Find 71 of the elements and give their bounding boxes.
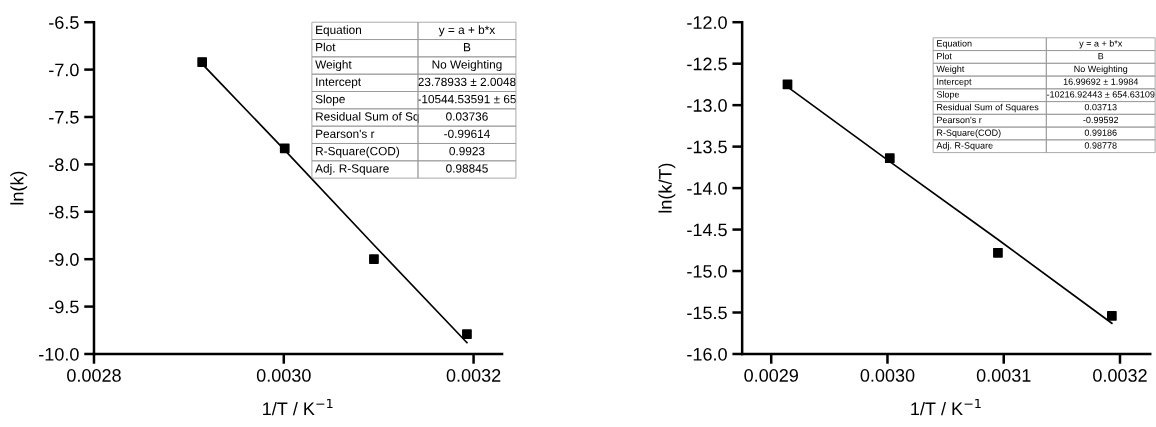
y-tick-label: -7.5 [49,111,79,124]
point [197,57,208,67]
annotation: Plot [937,52,952,60]
annotation: -10216.92443 ± 654.63109 [1046,91,1155,98]
annotation: R-Square(COD) [316,146,400,158]
annotation: Pearson's r [316,129,375,138]
y-tick-label: -8.0 [49,158,79,172]
y-tick-label: -13.5 [687,140,727,154]
annotation: Weight [315,60,352,72]
annotation: No Weighting [432,60,502,72]
annotation: Equation [316,25,361,37]
annotation: B [463,43,471,52]
annotation: Pearson's r [937,116,982,124]
annotation: -10544.53591 ± 65 [417,94,516,104]
annotation: 0.03736 [446,112,488,121]
x-tick-label: 0.0030 [860,369,915,382]
y-tick-label: -13.0 [687,99,727,112]
point [1106,310,1117,321]
point [369,254,379,265]
y-tick-label: -7.0 [49,63,79,77]
x-tick-label: 0.0028 [67,369,121,382]
y-tick-label: -6.5 [49,16,79,29]
y-axis-title: ln(k) [10,171,28,205]
point [993,247,1003,258]
annotation: 0.98778 [1084,142,1117,149]
annotation: 0.98845 [446,164,488,173]
annotation: 0.99186 [1084,129,1117,136]
y-tick-label: -15.0 [687,264,727,278]
y-tick-label: -9.0 [49,253,79,266]
x-tick-label: 0.0032 [1093,369,1147,382]
annotation: Residual Sum of Sq [316,112,419,123]
y-tick-label: -14.0 [687,182,727,195]
annotation: Adj. R-Square [936,142,993,151]
point [462,329,472,339]
annotation: R-Square(COD) [937,129,1001,138]
annotation: No Weighting [1074,65,1128,74]
annotation: Slope [936,90,960,100]
x-axis-title: 1/T / K$^{−1}$ [263,398,333,416]
annotation: 0.03713 [1084,103,1117,111]
x-tick-label: 0.0030 [256,369,311,382]
y-tick-label: -10.0 [39,347,79,361]
annotation: Equation [937,39,972,49]
annotation: Weight [936,65,965,74]
annotation: Slope [315,94,345,106]
x-tick-label: 0.0032 [446,369,501,382]
y-tick-label: -8.5 [49,205,79,219]
y-tick-label: -14.5 [687,223,727,237]
x-axis-title: 1/T / K$^{−1}$ [911,398,981,416]
y-tick-label: -15.5 [687,306,727,320]
annotation: -0.99592 [1083,116,1119,124]
annotation: 0.9923 [449,146,485,156]
y-tick-label: -12.0 [687,16,727,29]
annotation: Plot [316,42,336,52]
annotation: Residual Sum of Squares [937,103,1039,113]
y-tick-label: -12.5 [687,57,727,71]
annotation: -0.99614 [444,129,490,138]
annotation: 23.78933 ± 2.0048 [418,77,516,87]
y-axis-title: ln(k/T) [658,163,676,213]
annotation: Intercept [937,78,972,87]
annotation: Intercept [316,77,362,89]
annotation: B [1098,53,1104,60]
annotation: Adj. R-Square [315,163,389,175]
y-tick-label: -9.5 [49,300,79,314]
annotation: y = a + b*x [438,25,496,37]
point [884,153,895,164]
x-tick-label: 0.0031 [976,369,1031,382]
annotation: 16.99692 ± 1.9984 [1063,78,1139,85]
x-tick-label: 0.0029 [744,369,798,382]
point [279,143,290,154]
y-tick-label: -16.0 [687,347,727,361]
annotation: y = a + b*x [1079,39,1123,49]
